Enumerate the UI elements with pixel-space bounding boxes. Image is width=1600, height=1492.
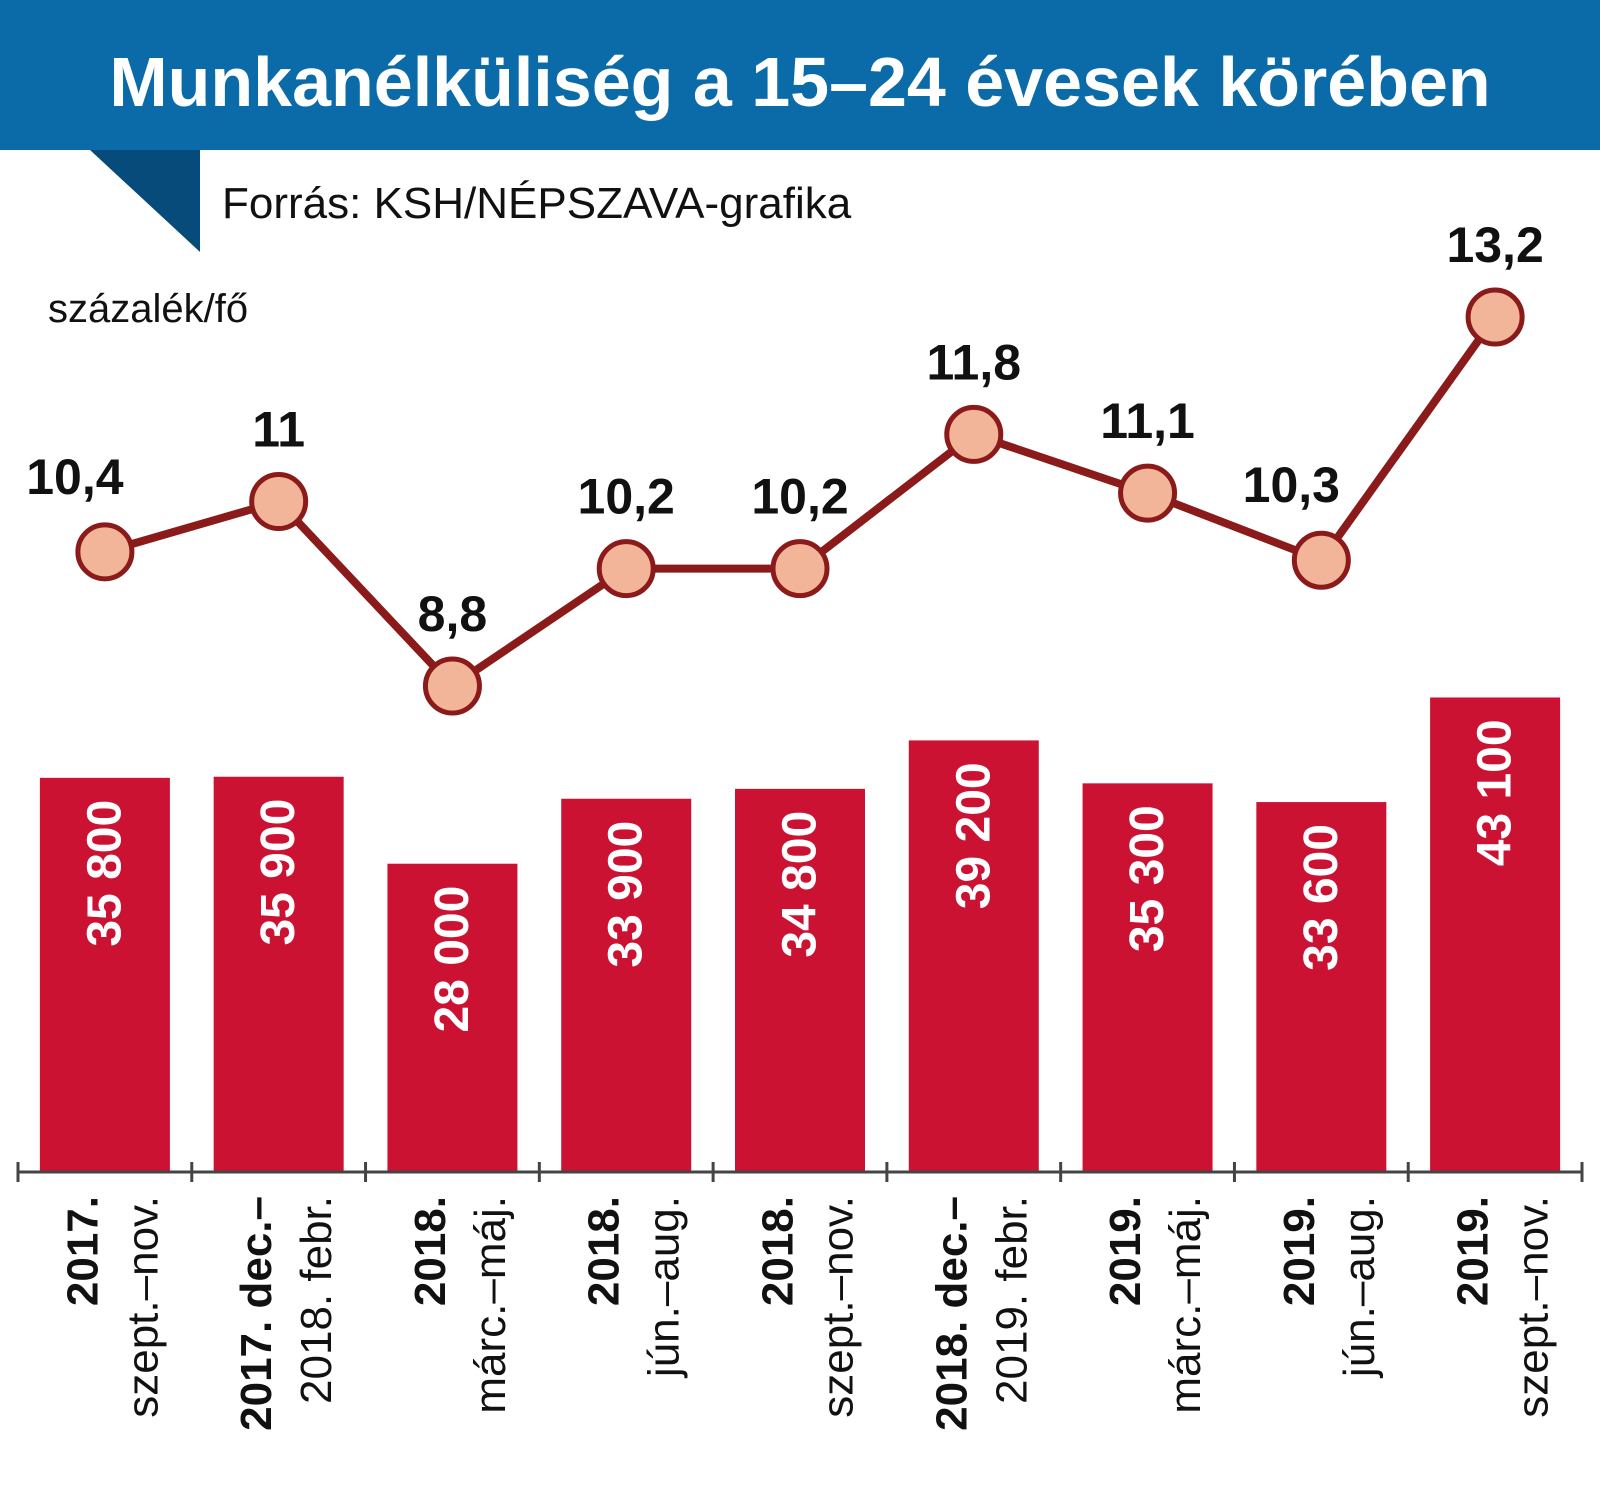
bar-series — [39, 697, 1561, 1172]
x-axis-category-label: 2017. dec.– — [232, 1196, 281, 1431]
x-axis-category-label: 2018. — [406, 1196, 455, 1306]
bar-value-label: 35 300 — [1121, 805, 1174, 952]
bar — [387, 863, 518, 1172]
x-axis-category-label: 2018. — [754, 1196, 803, 1306]
bar — [213, 776, 344, 1172]
x-axis-category-label: 2019. — [1275, 1196, 1324, 1306]
line-value-label: 10,4 — [26, 449, 124, 505]
x-axis-category-label: szept.–nov. — [1509, 1196, 1558, 1418]
bar-value-labels: 35 800 35 900 28 000 33 900 34 800 39 200 35 3… — [78, 719, 1521, 1032]
x-axis-category-label: márc.–máj. — [1161, 1196, 1210, 1414]
bar — [39, 777, 170, 1172]
x-axis — [16, 1162, 1584, 1182]
x-axis-category-label: jún.–aug. — [640, 1196, 689, 1379]
bar-value-label: 35 800 — [78, 800, 131, 947]
line-marker — [249, 472, 309, 531]
x-axis-category-label: 2019. — [1449, 1196, 1498, 1306]
bar-value-label: 35 900 — [252, 799, 305, 946]
line-value-label: 10,2 — [578, 469, 675, 525]
bar — [561, 798, 692, 1172]
line-marker — [1465, 287, 1525, 347]
x-axis-category-label: jún.–aug. — [1335, 1196, 1384, 1379]
line-value-label: 8,8 — [418, 586, 488, 642]
unit-label: százalék/fő — [48, 287, 248, 331]
line-value-label: 10,3 — [1243, 457, 1340, 513]
line-marker — [75, 522, 135, 582]
x-axis-category-label: 2018. dec.– — [927, 1196, 976, 1431]
bar — [735, 788, 865, 1172]
x-axis-category-label: 2019. — [1101, 1196, 1150, 1306]
chart-title: Munkanélküliség a 15–24 évesek körében — [109, 43, 1490, 121]
bar — [1082, 783, 1213, 1172]
line-series — [75, 287, 1525, 716]
line-marker — [1118, 463, 1178, 523]
x-axis-category-label: márc.–máj. — [466, 1196, 515, 1414]
line-marker — [770, 539, 830, 599]
bar — [1430, 697, 1561, 1172]
line-value-label: 13,2 — [1446, 217, 1543, 273]
title-banner — [0, 0, 1600, 150]
line-marker — [422, 656, 482, 716]
line-value-label: 11 — [252, 402, 305, 458]
bar-value-label: 39 200 — [947, 762, 1000, 909]
x-axis-category-label: 2017. — [58, 1196, 107, 1306]
bar — [1256, 802, 1387, 1172]
bar-value-label: 34 800 — [774, 811, 827, 958]
line-value-label: 10,2 — [751, 469, 848, 525]
line-value-label: 11,8 — [926, 334, 1021, 390]
line-value-label: 11,1 — [1100, 393, 1195, 449]
line-marker — [944, 404, 1004, 464]
line-value-labels: 10,4 11 8,8 10,2 10,2 11,8 11,1 10,3 13,2 — [26, 217, 1544, 642]
bar-value-label: 33 900 — [600, 821, 653, 968]
bar — [908, 740, 1039, 1172]
title-banner-tab — [90, 150, 200, 252]
x-axis-category-label: 2018. — [580, 1196, 629, 1306]
x-axis-labels: 2017. szept.–nov. 2017. dec.– 2018. febr. 20… — [58, 1196, 1557, 1431]
x-axis-category-label: szept.–nov. — [814, 1196, 863, 1418]
line-marker — [1291, 530, 1351, 590]
line-marker — [596, 539, 656, 599]
header: Munkanélküliség a 15–24 évesek körében F… — [0, 0, 1600, 331]
x-axis-category-label: 2019. febr. — [987, 1196, 1036, 1404]
bar-value-label: 28 000 — [426, 886, 479, 1033]
bar-value-label: 43 100 — [1469, 719, 1522, 866]
x-axis-category-label: szept.–nov. — [118, 1196, 167, 1418]
source-note: Forrás: KSH/NÉPSZAVA-grafika — [222, 179, 852, 228]
bar-value-label: 33 600 — [1295, 824, 1348, 971]
x-axis-category-label: 2018. febr. — [292, 1196, 341, 1404]
